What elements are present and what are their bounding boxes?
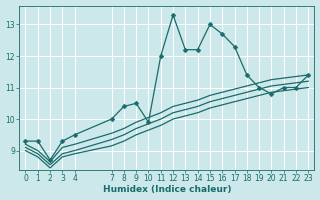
X-axis label: Humidex (Indice chaleur): Humidex (Indice chaleur) [103, 185, 231, 194]
